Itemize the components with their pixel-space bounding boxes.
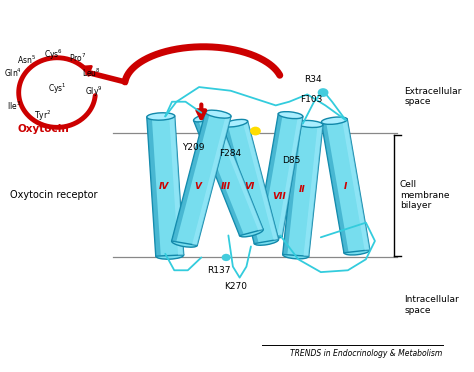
Text: II: II	[299, 185, 305, 194]
Text: Extracellular
space: Extracellular space	[404, 87, 462, 106]
Text: Cell
membrane
bilayer: Cell membrane bilayer	[400, 180, 449, 210]
Polygon shape	[223, 121, 279, 244]
Polygon shape	[303, 125, 323, 256]
Text: Gly$^9$: Gly$^9$	[85, 84, 103, 99]
Ellipse shape	[172, 239, 197, 247]
Text: IV: IV	[159, 182, 169, 190]
Polygon shape	[321, 119, 370, 253]
Text: K270: K270	[224, 282, 246, 291]
Text: VI: VI	[244, 182, 255, 190]
Polygon shape	[172, 112, 231, 246]
Ellipse shape	[297, 121, 323, 128]
Polygon shape	[257, 114, 283, 234]
Polygon shape	[283, 123, 301, 255]
Circle shape	[250, 126, 261, 135]
Polygon shape	[169, 116, 184, 255]
Ellipse shape	[147, 113, 175, 120]
Text: Oxytocin receptor: Oxytocin receptor	[9, 190, 97, 200]
Polygon shape	[257, 114, 303, 236]
Polygon shape	[283, 123, 323, 256]
Ellipse shape	[205, 110, 231, 118]
Text: Y209: Y209	[182, 143, 205, 152]
Polygon shape	[223, 125, 259, 244]
Polygon shape	[172, 112, 210, 242]
Text: Cys$^6$: Cys$^6$	[44, 48, 63, 62]
Circle shape	[318, 88, 328, 97]
Polygon shape	[342, 119, 370, 250]
Text: Leu$^8$: Leu$^8$	[82, 66, 101, 78]
Text: F103: F103	[301, 95, 323, 105]
Ellipse shape	[239, 228, 263, 237]
Circle shape	[222, 254, 231, 261]
Text: Oxytocin: Oxytocin	[18, 124, 69, 134]
Polygon shape	[277, 116, 303, 236]
Ellipse shape	[344, 248, 370, 255]
Polygon shape	[321, 122, 348, 253]
Text: Pro$^7$: Pro$^7$	[70, 52, 87, 64]
Polygon shape	[192, 115, 231, 246]
Polygon shape	[147, 116, 184, 256]
Ellipse shape	[257, 231, 282, 238]
Text: R34: R34	[304, 75, 321, 84]
Text: R137: R137	[208, 266, 231, 275]
Polygon shape	[193, 114, 263, 235]
Polygon shape	[193, 119, 244, 235]
Ellipse shape	[254, 238, 279, 245]
Text: Asn$^5$: Asn$^5$	[17, 53, 36, 66]
Text: Gln$^4$: Gln$^4$	[4, 67, 22, 79]
Ellipse shape	[321, 117, 347, 124]
Ellipse shape	[278, 112, 303, 119]
Polygon shape	[243, 121, 279, 240]
Text: III: III	[221, 182, 231, 190]
Text: VII: VII	[272, 192, 286, 202]
Ellipse shape	[223, 119, 247, 127]
Text: I: I	[344, 182, 347, 190]
Polygon shape	[147, 117, 161, 256]
Ellipse shape	[156, 252, 184, 259]
Ellipse shape	[283, 252, 309, 259]
Text: Ile$^3$: Ile$^3$	[7, 99, 21, 112]
Text: Cys$^1$: Cys$^1$	[48, 82, 66, 96]
Text: TRENDS in Endocrinology & Metabolism: TRENDS in Endocrinology & Metabolism	[290, 349, 443, 358]
Text: D85: D85	[283, 156, 301, 165]
Ellipse shape	[193, 113, 217, 122]
Text: Intracellular
space: Intracellular space	[404, 295, 459, 315]
Text: F284: F284	[219, 148, 242, 157]
Text: V: V	[195, 182, 201, 190]
Polygon shape	[212, 114, 263, 231]
Text: Tyr$^2$: Tyr$^2$	[34, 109, 51, 123]
